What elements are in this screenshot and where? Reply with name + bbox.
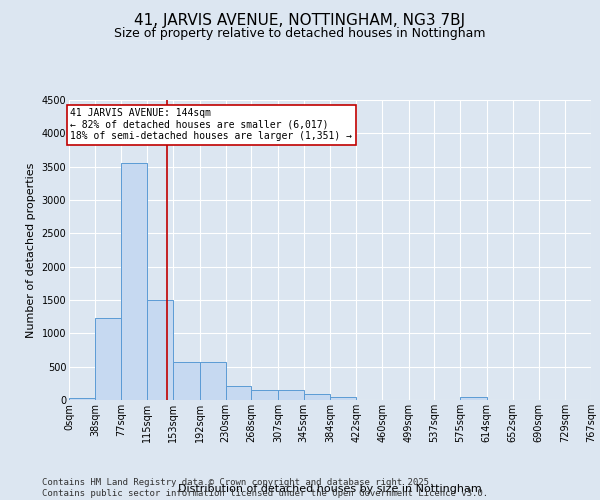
Bar [251,390,278,400]
Y-axis label: Number of detached properties: Number of detached properties [26,162,36,338]
Bar [226,386,251,400]
Bar [173,362,200,400]
Bar [69,398,95,400]
Bar [95,318,121,400]
Bar [331,398,356,400]
Text: Contains HM Land Registry data © Crown copyright and database right 2025.
Contai: Contains HM Land Registry data © Crown c… [42,478,488,498]
Bar [278,390,304,400]
Bar [147,300,173,400]
Bar [460,398,487,400]
Bar [304,394,331,400]
Bar [200,362,226,400]
X-axis label: Distribution of detached houses by size in Nottingham: Distribution of detached houses by size … [178,484,482,494]
Text: 41, JARVIS AVENUE, NOTTINGHAM, NG3 7BJ: 41, JARVIS AVENUE, NOTTINGHAM, NG3 7BJ [134,12,466,28]
Text: 41 JARVIS AVENUE: 144sqm
← 82% of detached houses are smaller (6,017)
18% of sem: 41 JARVIS AVENUE: 144sqm ← 82% of detach… [70,108,352,141]
Text: Size of property relative to detached houses in Nottingham: Size of property relative to detached ho… [114,28,486,40]
Bar [121,164,147,400]
